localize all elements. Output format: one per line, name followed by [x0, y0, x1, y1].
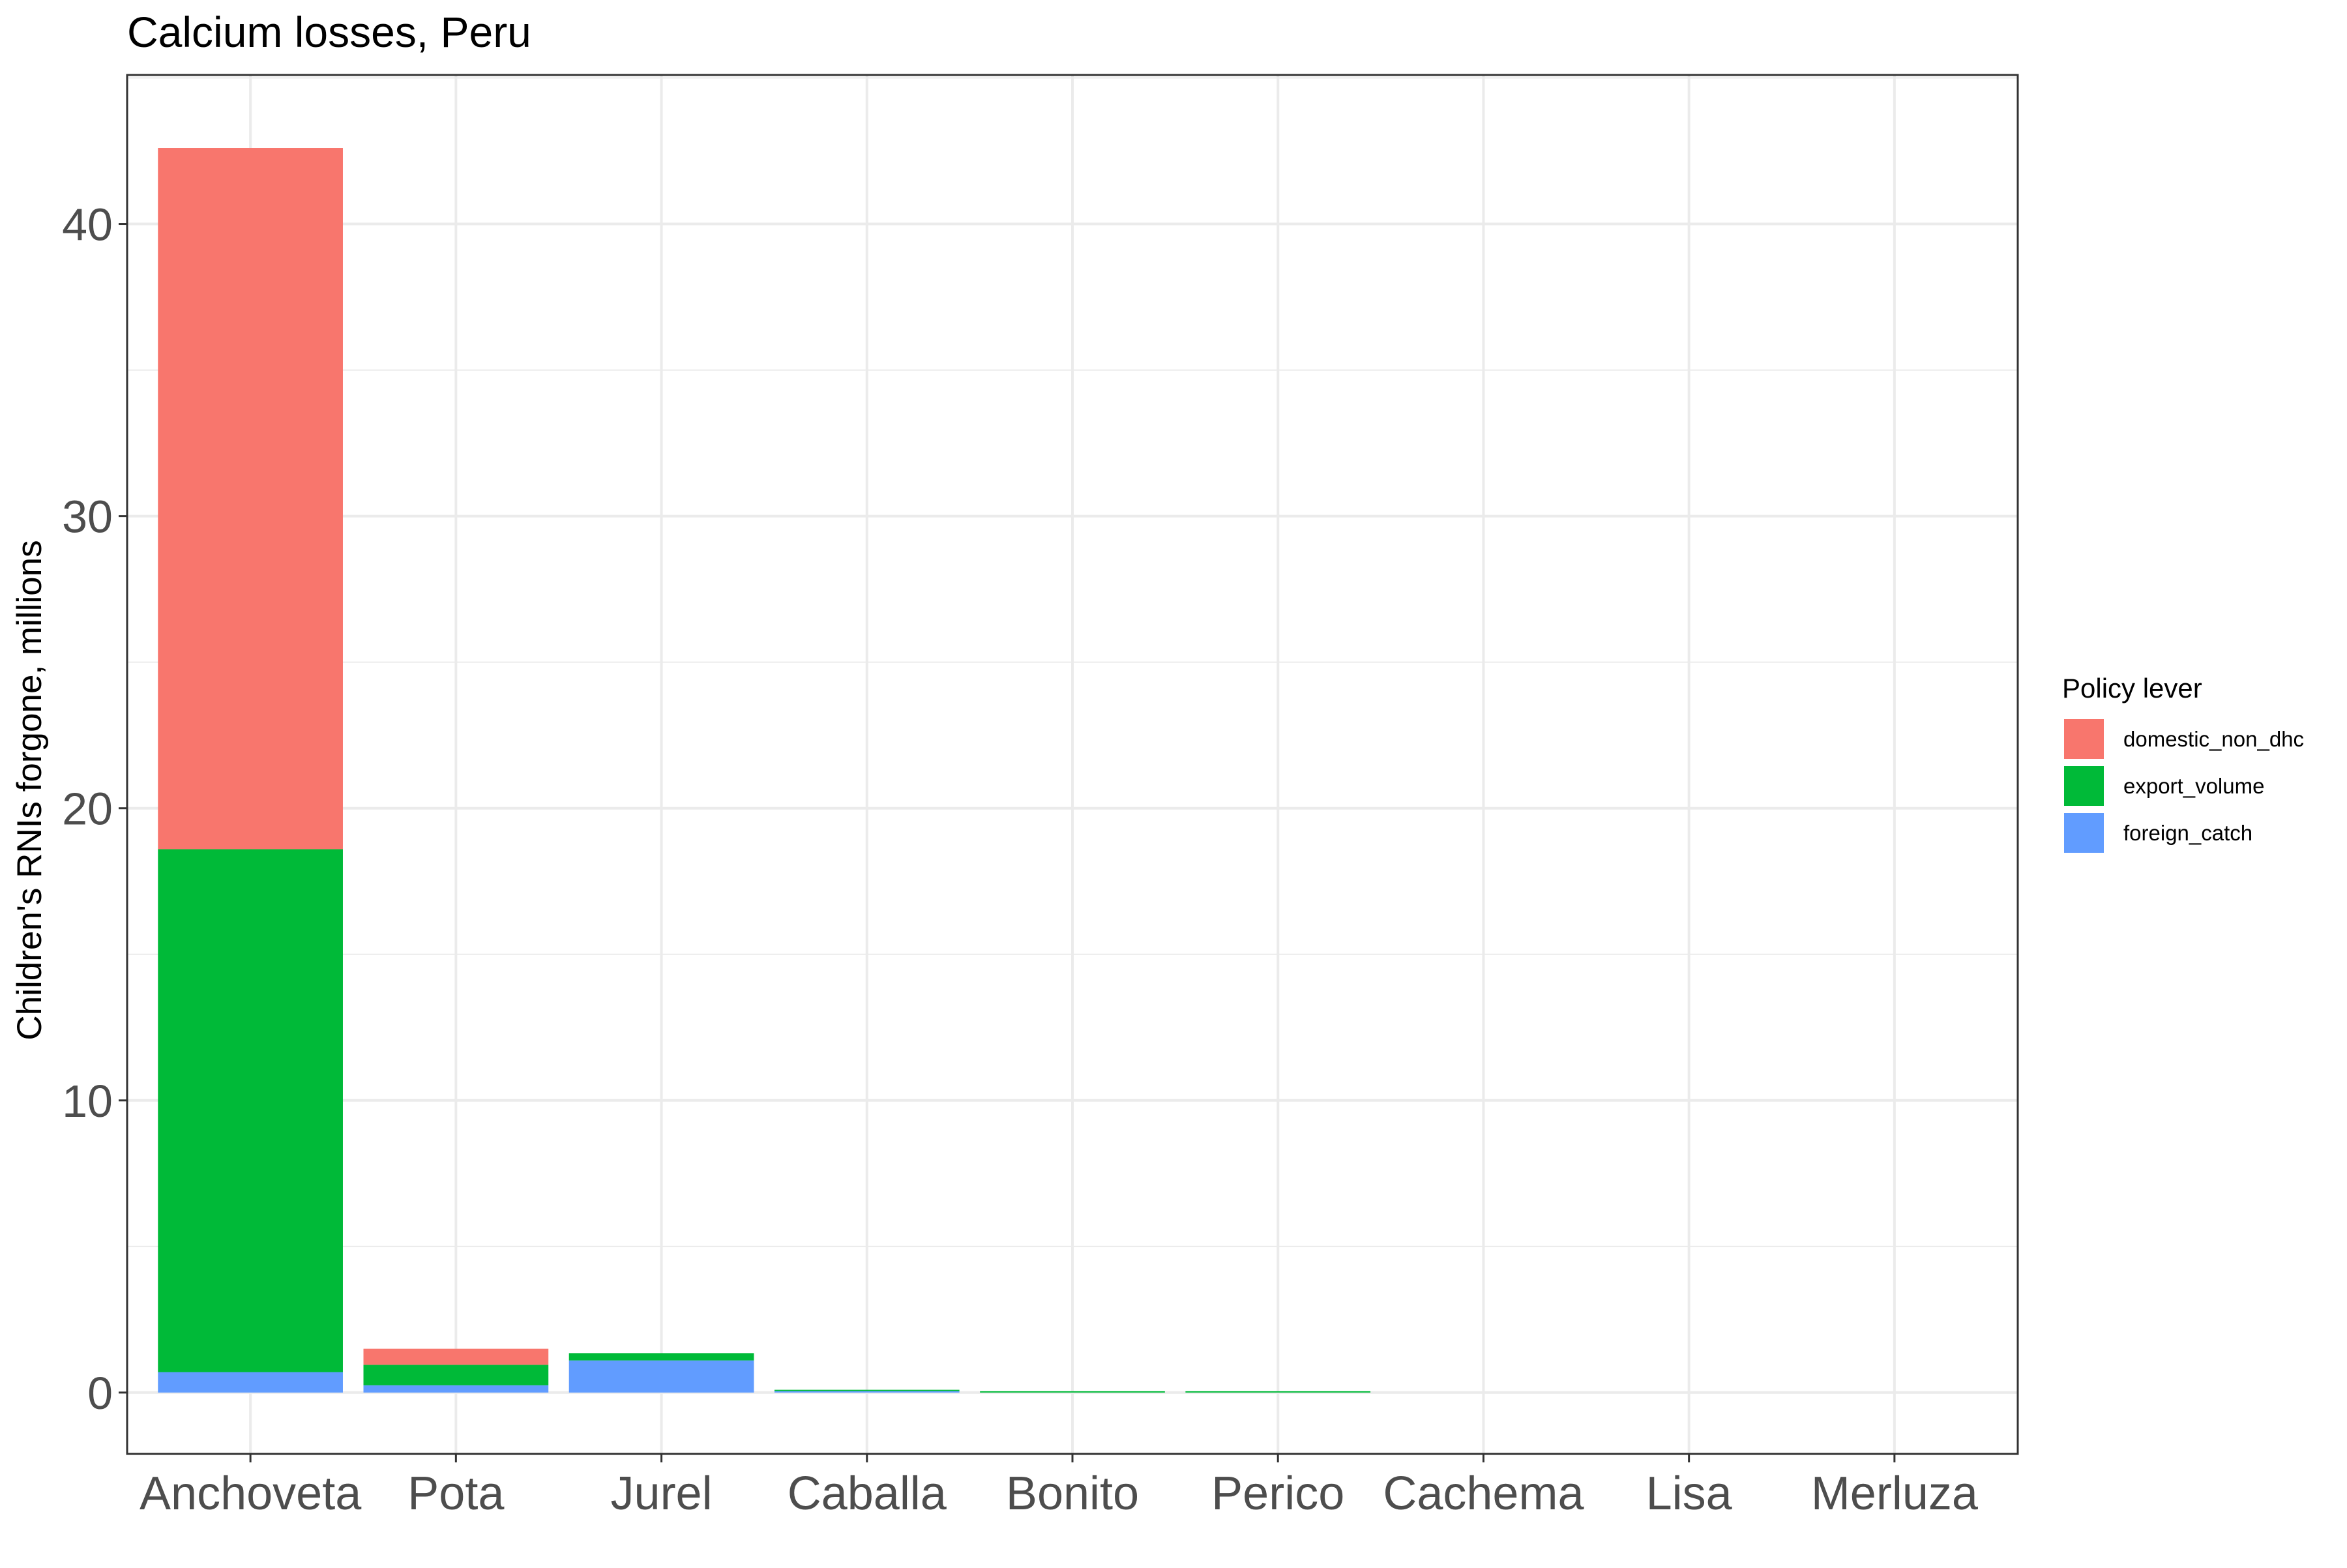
legend-swatch-export-volume: [2064, 766, 2104, 806]
legend-swatch-foreign-catch: [2064, 813, 2104, 853]
legend-label-foreign-catch: foreign_catch: [2123, 821, 2252, 845]
bars: [158, 148, 1371, 1393]
x-tick-label-jurel: Jurel: [611, 1468, 713, 1520]
bar-pota-domestic-non-dhc: [363, 1348, 549, 1365]
bar-anchoveta-foreign-catch: [158, 1372, 343, 1393]
x-tick-label-anchoveta: Anchoveta: [140, 1468, 362, 1520]
bar-jurel-export-volume: [568, 1353, 754, 1361]
y-tick-label: 20: [62, 784, 113, 835]
y-tick-label: 40: [62, 200, 113, 250]
legend: Policy lever domestic_non_dhc export_volu…: [2062, 673, 2304, 855]
y-tick-label: 0: [87, 1368, 113, 1419]
bar-caballa-export-volume: [774, 1389, 960, 1391]
legend-label-domestic-non-dhc: domestic_non_dhc: [2123, 727, 2304, 751]
x-tick-label-bonito: Bonito: [1006, 1468, 1139, 1520]
y-tick-label: 30: [62, 492, 113, 542]
chart-title: Calcium losses, Peru: [127, 8, 531, 56]
x-tick-label-caballa: Caballa: [788, 1468, 947, 1520]
bar-bonito-export-volume: [980, 1391, 1165, 1393]
bar-caballa-foreign-catch: [774, 1391, 960, 1393]
x-tick-label-merluza: Merluza: [1811, 1468, 1979, 1520]
legend-title: Policy lever: [2062, 673, 2202, 703]
y-tick-label: 10: [62, 1076, 113, 1127]
x-tick-label-lisa: Lisa: [1646, 1468, 1733, 1520]
bar-anchoveta-domestic-non-dhc: [158, 148, 343, 850]
bar-perico-export-volume: [1185, 1391, 1371, 1393]
y-axis-title: Children's RNIs forgone, millions: [10, 540, 49, 1040]
bar-pota-export-volume: [363, 1365, 549, 1385]
axes: 0 10 20 30 40 Anchoveta Pota Jurel Caballa Bonito…: [62, 200, 1979, 1520]
legend-label-export-volume: export_volume: [2123, 774, 2264, 798]
x-tick-label-perico: Perico: [1211, 1468, 1344, 1520]
bar-jurel-foreign-catch: [568, 1360, 754, 1393]
bar-anchoveta-export-volume: [158, 849, 343, 1372]
x-tick-label-pota: Pota: [407, 1468, 505, 1520]
x-tick-label-cachema: Cachema: [1383, 1468, 1584, 1520]
legend-swatch-domestic-non-dhc: [2064, 719, 2104, 759]
bar-pota-foreign-catch: [363, 1385, 549, 1393]
